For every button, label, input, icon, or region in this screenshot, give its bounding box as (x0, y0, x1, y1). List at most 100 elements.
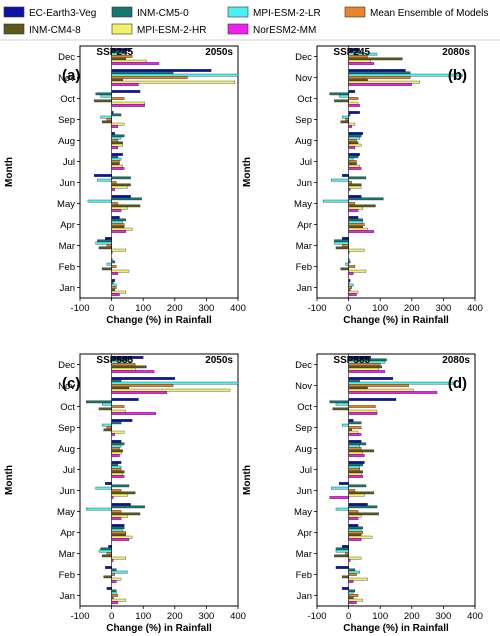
y-tick-label: Aug (58, 136, 75, 147)
plot-area (316, 45, 476, 299)
y-tick-label: Aug (295, 444, 312, 455)
period-label: 2050s (205, 47, 233, 58)
bar-mpi-esm-2-lr-may (335, 507, 349, 511)
bar-noresm2-mm-may (111, 209, 122, 212)
bar-mpi-esm-2-hr-dec (348, 59, 371, 63)
bar-mpi-esm-2-lr-apr (111, 528, 123, 532)
bar-mpi-esm-2-lr-jan (348, 283, 354, 287)
bar-mean-ensemble-of-models-mar (106, 244, 112, 247)
x-tick-label: 100 (135, 611, 151, 622)
bar-noresm2-mm-jan (348, 601, 357, 604)
bar-ec-earth3-veg-jan (111, 279, 115, 282)
bar-mean-ensemble-of-models-jun (348, 181, 352, 184)
bar-noresm2-mm-aug (348, 146, 356, 149)
legend-swatch (3, 6, 25, 18)
bar-mpi-esm-2-hr-nov (111, 388, 231, 392)
plot-area (316, 353, 476, 607)
y-tick-label: Jun (60, 178, 75, 189)
bar-inm-cm4-8-may (348, 204, 376, 208)
y-tick-label: Apr (297, 220, 312, 231)
y-tick-label: May (57, 199, 75, 210)
bar-mpi-esm-2-lr-oct (100, 94, 112, 98)
bar-inm-cm4-8-oct (332, 407, 349, 411)
bar-inm-cm5-0-apr (111, 218, 126, 222)
scenario-label: SSP245 (333, 47, 370, 58)
bar-inm-cm4-8-dec (111, 57, 126, 61)
bar-ec-earth3-veg-jul (348, 153, 360, 156)
series-inm-cm5-0 (329, 50, 411, 285)
bar-noresm2-mm-sep (111, 433, 115, 436)
x-tick-label: 0 (346, 303, 351, 314)
y-tick-label: Jun (297, 486, 312, 497)
bar-inm-cm4-8-nov (348, 386, 368, 390)
bar-inm-cm4-8-aug (111, 449, 123, 453)
bar-inm-cm4-8-nov (111, 386, 130, 390)
bar-ec-earth3-veg-apr (348, 524, 359, 527)
bar-noresm2-mm-oct (348, 104, 360, 107)
y-tick-label: May (57, 507, 75, 518)
x-tick-label: -100 (307, 303, 326, 314)
bar-noresm2-mm-jul (348, 475, 363, 478)
y-tick-label: Sep (58, 423, 75, 434)
y-tick-label: Jan (60, 283, 75, 294)
bar-ec-earth3-veg-aug (348, 132, 363, 135)
bar-ec-earth3-veg-aug (348, 440, 362, 443)
bar-inm-cm4-8-jan (348, 596, 354, 600)
bar-mpi-esm-2-lr-mar (98, 549, 112, 553)
y-tick-label: Sep (295, 115, 312, 126)
bar-mpi-esm-2-lr-feb (348, 570, 360, 574)
y-tick-label: Mar (296, 241, 312, 252)
bar-ec-earth3-veg-may (111, 503, 131, 506)
bar-inm-cm4-8-oct (98, 407, 112, 411)
bar-mean-ensemble-of-models-sep (348, 426, 362, 429)
bar-ec-earth3-veg-jan (342, 587, 349, 590)
bar-inm-cm4-8-aug (348, 449, 375, 453)
bar-ec-earth3-veg-aug (111, 132, 115, 135)
bar-inm-cm5-0-mar (334, 239, 349, 243)
bar-mpi-esm-2-lr-aug (111, 136, 122, 140)
y-tick-label: Jun (297, 178, 312, 189)
bar-inm-cm4-8-oct (94, 99, 112, 103)
y-tick-label: Oct (60, 402, 75, 413)
bar-mpi-esm-2-hr-feb (348, 577, 368, 581)
y-tick-label: Nov (58, 381, 75, 392)
chart-panels: Dec Nov Oct Sep Aug Jul Jun May Apr Mar Feb Jan -100… (4, 45, 483, 634)
bar-mpi-esm-2-hr-aug (111, 143, 123, 147)
y-tick-label: Aug (58, 444, 75, 455)
x-tick-label: 300 (435, 303, 451, 314)
bar-noresm2-mm-aug (111, 454, 120, 457)
bar-mpi-esm-2-hr-aug (111, 451, 122, 455)
plot-area (79, 45, 239, 299)
bar-mpi-esm-2-hr-nov (111, 80, 236, 84)
legend-label: MPI-ESM-2-HR (137, 25, 206, 36)
bar-mean-ensemble-of-models-jan (348, 286, 352, 289)
bar-inm-cm5-0-jul (111, 155, 119, 159)
bar-ec-earth3-veg-sep (348, 419, 354, 422)
bar-mean-ensemble-of-models-jul (111, 468, 122, 471)
x-tick-label: 100 (372, 303, 388, 314)
scenario-label: SSP245 (96, 47, 133, 58)
y-tick-label: Nov (58, 73, 75, 84)
bar-mpi-esm-2-lr-jun (97, 178, 112, 182)
period-label: 2080s (442, 355, 470, 366)
bar-inm-cm4-8-feb (103, 575, 112, 579)
bar-noresm2-mm-feb (348, 580, 354, 583)
y-axis-title: Month (4, 465, 15, 495)
y-tick-label: Jul (300, 465, 312, 476)
bar-ec-earth3-veg-jan (106, 587, 112, 590)
bar-noresm2-mm-dec (111, 62, 160, 65)
series-inm-cm4-8 (332, 365, 382, 600)
bar-mean-ensemble-of-models-sep (345, 118, 349, 121)
bar-mean-ensemble-of-models-sep (106, 118, 112, 121)
bar-inm-cm4-8-jul (348, 162, 357, 166)
x-tick-label: -100 (70, 611, 89, 622)
bar-mpi-esm-2-hr-jul (348, 164, 360, 168)
series-mpi-esm-2-lr (87, 52, 239, 287)
bar-mpi-esm-2-lr-nov (111, 73, 239, 77)
x-tick-label: 200 (167, 303, 183, 314)
bar-inm-cm5-0-sep (111, 421, 122, 425)
bar-ec-earth3-veg-apr (111, 524, 125, 527)
bar-mean-ensemble-of-models-sep (106, 426, 112, 429)
legend-label: NorESM2-MM (253, 25, 316, 36)
bar-mean-ensemble-of-models-may (348, 510, 359, 513)
